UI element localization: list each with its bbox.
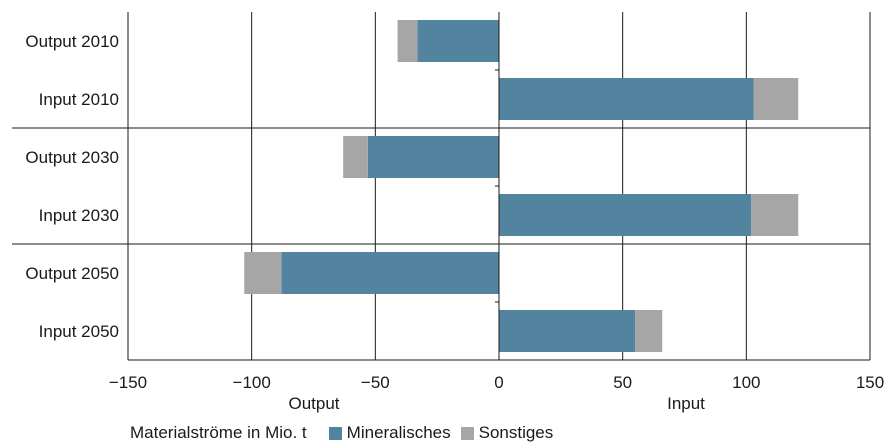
legend: Materialströme in Mio. t Mineralisches S… — [130, 423, 563, 443]
bar-output-2010-mineralisches — [417, 20, 499, 62]
legend-item-sonstiges: Sonstiges — [460, 423, 554, 443]
group-separators — [12, 69, 870, 303]
bar-output-2030-mineralisches — [367, 136, 499, 178]
x-tick-label-2: −50 — [361, 373, 390, 392]
x-tick-label-4: 50 — [613, 373, 632, 392]
bars — [128, 12, 870, 361]
legend-item-mineralisches: Mineralisches — [328, 423, 451, 443]
legend-label-sonstiges: Sonstiges — [478, 423, 554, 442]
x-tick-label-3: 0 — [494, 373, 503, 392]
bar-output-2050-sonstiges — [244, 252, 282, 294]
bar-output-2010-sonstiges — [397, 20, 418, 62]
x-tick-label-1: −100 — [233, 373, 271, 392]
grid-lines — [127, 12, 871, 360]
bar-input-2010-sonstiges — [753, 78, 799, 120]
legend-unit-label: Materialströme in Mio. t — [130, 423, 307, 442]
bar-input-2030-sonstiges — [751, 194, 799, 236]
category-label-4: Output 2050 — [25, 264, 119, 283]
x-tick-labels: −150 −100 −50 0 50 100 150 — [109, 373, 884, 392]
x-tick-label-0: −150 — [109, 373, 147, 392]
category-label-5: Input 2050 — [39, 322, 119, 341]
bar-input-2050-sonstiges — [635, 310, 663, 352]
x-tick-label-6: 150 — [856, 373, 884, 392]
category-labels: Output 2010 Input 2010 Output 2030 Input 20… — [25, 32, 119, 341]
bar-output-2050-mineralisches — [281, 252, 499, 294]
bar-input-2010-mineralisches — [499, 78, 754, 120]
legend-swatch-sonstiges — [460, 426, 474, 440]
bar-output-2030-sonstiges — [343, 136, 368, 178]
axis-label-input: Input — [667, 394, 705, 413]
legend-swatch-mineralisches — [328, 426, 342, 440]
bar-input-2030-mineralisches — [499, 194, 752, 236]
legend-label-mineralisches: Mineralisches — [346, 423, 451, 442]
category-label-0: Output 2010 — [25, 32, 119, 51]
category-label-3: Input 2030 — [39, 206, 119, 225]
bar-input-2050-mineralisches — [499, 310, 636, 352]
category-label-2: Output 2030 — [25, 148, 119, 167]
category-label-1: Input 2010 — [39, 90, 119, 109]
axis-label-output: Output — [288, 394, 339, 413]
x-tick-label-5: 100 — [732, 373, 760, 392]
